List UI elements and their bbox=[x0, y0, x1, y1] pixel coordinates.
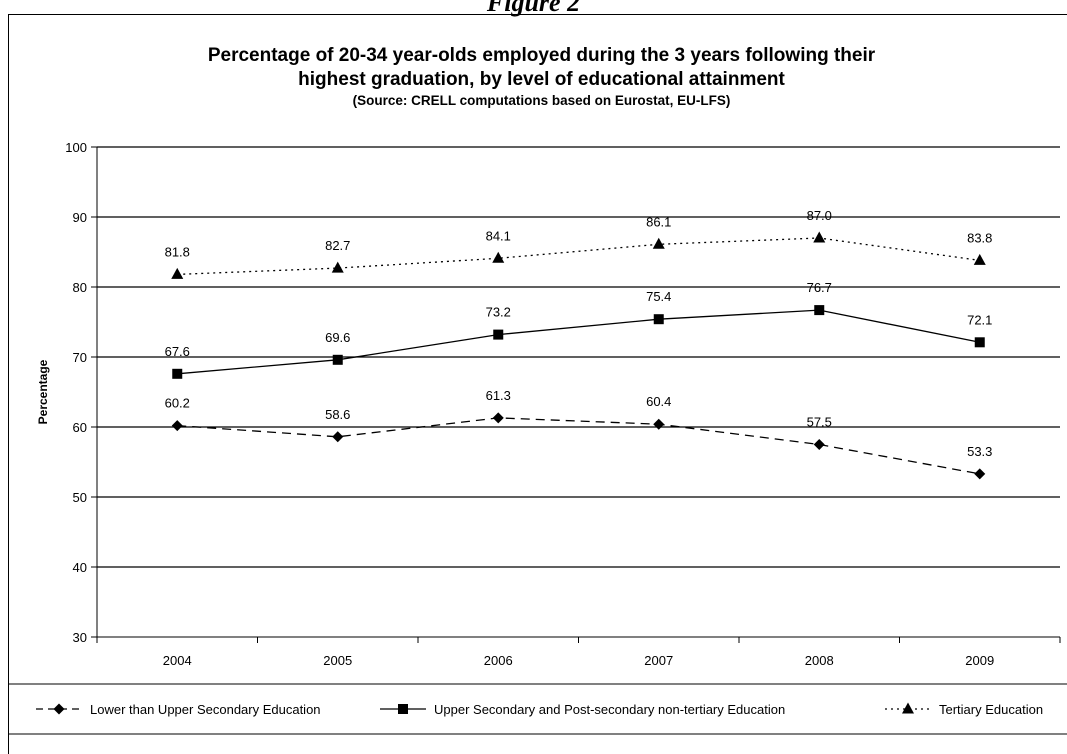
series-1-point-5 bbox=[974, 337, 985, 348]
x-tick-label-2004: 2004 bbox=[163, 653, 192, 668]
chart-title-block: Percentage of 20-34 year-olds employed d… bbox=[8, 44, 1067, 110]
y-tick-label-70: 70 bbox=[73, 350, 87, 365]
x-tick-label-2008: 2008 bbox=[805, 653, 834, 668]
series-0-point-1 bbox=[332, 431, 344, 443]
axes: 30 40 50 60 70 80 90 100 2004 2005 2006 2007 2008 200… bbox=[36, 140, 1061, 668]
series-0-label-2: 61.3 bbox=[486, 388, 511, 403]
x-tick-label-2006: 2006 bbox=[484, 653, 513, 668]
chart-frame bbox=[8, 14, 1067, 754]
series-2: 81.8 82.7 84.1 86.1 87.0 83.8 bbox=[165, 208, 992, 279]
series-0-point-3 bbox=[653, 418, 665, 430]
figure-label: Figure 2 bbox=[486, 0, 581, 17]
series-2-label-2: 84.1 bbox=[486, 228, 511, 243]
x-tick-label-2007: 2007 bbox=[644, 653, 673, 668]
series-0: 60.2 58.6 61.3 60.4 57.5 53.3 bbox=[165, 388, 992, 480]
series-2-point-3 bbox=[652, 237, 665, 249]
series-line-0 bbox=[177, 417, 980, 475]
y-axis-title: Percentage bbox=[36, 359, 50, 424]
series-1-point-3 bbox=[653, 314, 664, 325]
series-2-label-0: 81.8 bbox=[165, 244, 190, 259]
series-2-point-4 bbox=[813, 231, 826, 243]
series-2-label-5: 83.8 bbox=[967, 230, 992, 245]
legend-entry-0: Lower than Upper Secondary Education bbox=[36, 702, 321, 717]
series-1-point-1 bbox=[332, 354, 343, 365]
series-1-point-2 bbox=[493, 329, 504, 340]
x-tick-label-2005: 2005 bbox=[323, 653, 352, 668]
series-1-point-4 bbox=[814, 305, 825, 316]
series-2-point-2 bbox=[492, 251, 505, 263]
series-1-label-2: 73.2 bbox=[486, 305, 511, 320]
series-1-label-1: 69.6 bbox=[325, 330, 350, 345]
series-0-point-0 bbox=[171, 420, 183, 432]
series-2-label-4: 87.0 bbox=[807, 208, 832, 223]
series-0-label-0: 60.2 bbox=[165, 396, 190, 411]
series-1-point-0 bbox=[172, 368, 183, 379]
gridlines bbox=[97, 146, 1060, 568]
x-tick-label-2009: 2009 bbox=[965, 653, 994, 668]
legend-marker-0 bbox=[53, 703, 65, 715]
series-1-label-4: 76.7 bbox=[807, 280, 832, 295]
series-line-2 bbox=[177, 237, 980, 276]
legend-label-0: Lower than Upper Secondary Education bbox=[90, 702, 321, 717]
series-0-point-4 bbox=[813, 439, 825, 450]
chart-subtitle: (Source: CRELL computations based on Eur… bbox=[352, 93, 731, 108]
series-2-point-5 bbox=[973, 253, 986, 265]
series-0-label-5: 53.3 bbox=[967, 444, 992, 459]
series-layer: 60.2 58.6 61.3 60.4 57.5 53.3 67.6 69.6 73.2 75.4… bbox=[165, 208, 992, 480]
series-0-point-2 bbox=[492, 412, 504, 424]
y-tick-label-80: 80 bbox=[73, 280, 87, 295]
legend-marker-2 bbox=[902, 702, 914, 714]
series-1-label-3: 75.4 bbox=[646, 289, 671, 304]
y-tick-label-90: 90 bbox=[73, 210, 87, 225]
series-2-point-0 bbox=[171, 267, 184, 279]
series-1-label-0: 67.6 bbox=[165, 344, 190, 359]
y-tick-label-30: 30 bbox=[73, 630, 87, 645]
legend-entry-2: Tertiary Education bbox=[885, 702, 1043, 717]
series-0-point-5 bbox=[974, 468, 986, 480]
y-tick-label-100: 100 bbox=[65, 140, 87, 155]
y-tick-label-50: 50 bbox=[73, 490, 87, 505]
legend-entry-1: Upper Secondary and Post-secondary non-t… bbox=[380, 702, 785, 717]
legend-label-1: Upper Secondary and Post-secondary non-t… bbox=[434, 702, 785, 717]
series-1: 67.6 69.6 73.2 75.4 76.7 72.1 bbox=[165, 280, 992, 379]
series-0-label-3: 60.4 bbox=[646, 394, 671, 409]
legend-label-2: Tertiary Education bbox=[939, 702, 1043, 717]
series-line-1 bbox=[177, 309, 980, 375]
series-0-label-1: 58.6 bbox=[325, 407, 350, 422]
series-2-label-3: 86.1 bbox=[646, 214, 671, 229]
legend-marker-1 bbox=[398, 704, 408, 714]
series-2-point-1 bbox=[331, 261, 344, 273]
series-2-label-1: 82.7 bbox=[325, 238, 350, 253]
y-tick-label-40: 40 bbox=[73, 560, 87, 575]
chart-title-line-2: highest graduation, by level of educatio… bbox=[298, 69, 785, 90]
chart-title-line-1: Percentage of 20-34 year-olds employed d… bbox=[207, 45, 876, 66]
legend: Lower than Upper Secondary Education Uppe… bbox=[9, 683, 1067, 735]
y-tick-label-60: 60 bbox=[73, 420, 87, 435]
series-0-label-4: 57.5 bbox=[807, 415, 832, 430]
series-1-label-5: 72.1 bbox=[967, 312, 992, 327]
